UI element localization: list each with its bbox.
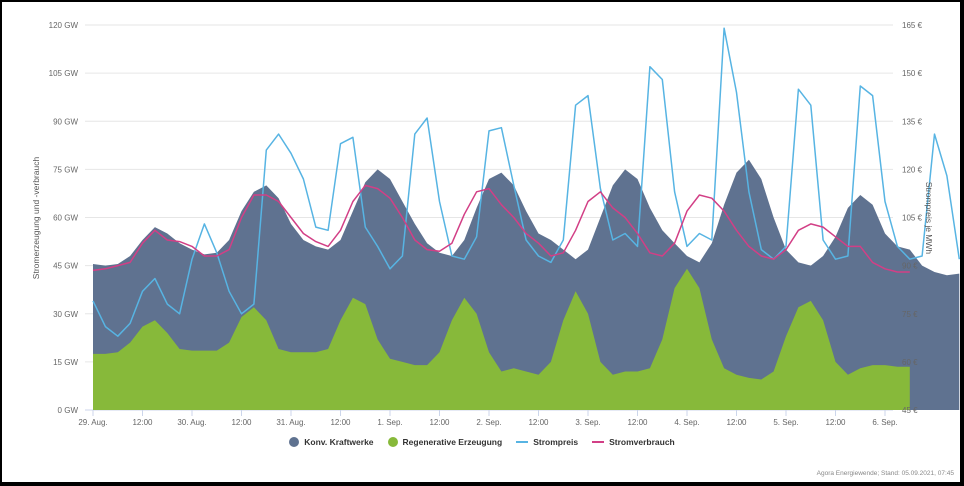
right-tick-label: 165 € (902, 21, 923, 30)
right-tick-label: 45 € (902, 406, 918, 415)
left-tick-label: 105 GW (49, 69, 79, 78)
left-tick-label: 60 GW (53, 214, 78, 223)
x-axis-ticks: 29. Aug. 12:00 30. Aug. 12:00 31. Aug. 12:00 1… (78, 410, 898, 427)
x-tick-label: 12:00 (825, 418, 846, 427)
legend-label: Konv. Kraftwerke (304, 437, 374, 447)
x-tick-label: 12:00 (429, 418, 450, 427)
x-tick-label: 12:00 (726, 418, 747, 427)
left-tick-label: 15 GW (53, 358, 78, 367)
left-tick-label: 30 GW (53, 310, 78, 319)
line-series (92, 27, 961, 337)
legend-item-stromverbrauch[interactable]: Stromverbrauch (592, 437, 675, 447)
x-tick-label: 12:00 (528, 418, 549, 427)
left-axis-ticks: 0 GW 15 GW 30 GW 45 GW 60 GW 75 GW 90 GW 105 GW… (49, 21, 79, 415)
right-tick-label: 75 € (902, 310, 918, 319)
legend-label: Regenerative Erzeugung (402, 437, 503, 447)
legend: Konv. Kraftwerke Regenerative Erzeugung … (0, 437, 964, 447)
legend-item-konv[interactable]: Konv. Kraftwerke (289, 437, 374, 447)
x-tick-label: 12:00 (330, 418, 351, 427)
x-tick-label: 12:00 (231, 418, 252, 427)
left-tick-label: 90 GW (53, 117, 78, 126)
x-tick-label: 1. Sep. (377, 418, 402, 427)
x-tick-label: 4. Sep. (674, 418, 699, 427)
x-tick-label: 3. Sep. (575, 418, 600, 427)
right-axis-ticks: 45 € 60 € 75 € 90 € 105 € 120 € 135 € 150 € 165 … (902, 21, 923, 415)
legend-item-regenerativ[interactable]: Regenerative Erzeugung (387, 437, 503, 447)
line-stromverbrauch (92, 184, 910, 273)
right-axis-title: Strompreis je MWh (924, 182, 934, 255)
circle-icon (387, 437, 398, 447)
x-tick-label: 30. Aug. (177, 418, 206, 427)
legend-label: Strompreis (533, 437, 579, 447)
legend-label: Stromverbrauch (609, 437, 675, 447)
left-tick-label: 75 GW (53, 165, 78, 174)
x-tick-label: 29. Aug. (78, 418, 107, 427)
left-tick-label: 120 GW (49, 21, 79, 30)
x-tick-label: 12:00 (132, 418, 153, 427)
x-tick-label: 2. Sep. (476, 418, 501, 427)
area-regenerative-erzeugung (93, 268, 910, 410)
right-tick-label: 60 € (902, 358, 918, 367)
x-tick-label: 5. Sep. (773, 418, 798, 427)
right-tick-label: 135 € (902, 117, 923, 126)
circle-icon (289, 437, 300, 447)
line-icon (516, 441, 529, 443)
right-tick-label: 105 € (902, 214, 923, 223)
area-konv-kraftwerke (93, 159, 960, 410)
left-tick-label: 45 GW (53, 262, 78, 271)
x-tick-label: 6. Sep. (872, 418, 897, 427)
legend-item-strompreis[interactable]: Strompreis (516, 437, 578, 447)
line-icon (592, 441, 605, 443)
x-tick-label: 12:00 (627, 418, 648, 427)
area-series (93, 159, 960, 410)
x-tick-label: 31. Aug. (276, 418, 305, 427)
line-strompreis (92, 27, 961, 337)
source-credit: Agora Energiewende; Stand: 05.09.2021, 0… (816, 470, 954, 477)
right-tick-label: 90 € (902, 262, 918, 271)
left-tick-label: 0 GW (58, 406, 79, 415)
left-axis-title: Stromerzeugung und -verbrauch (31, 157, 41, 280)
right-tick-label: 150 € (902, 69, 923, 78)
right-tick-label: 120 € (902, 165, 923, 174)
